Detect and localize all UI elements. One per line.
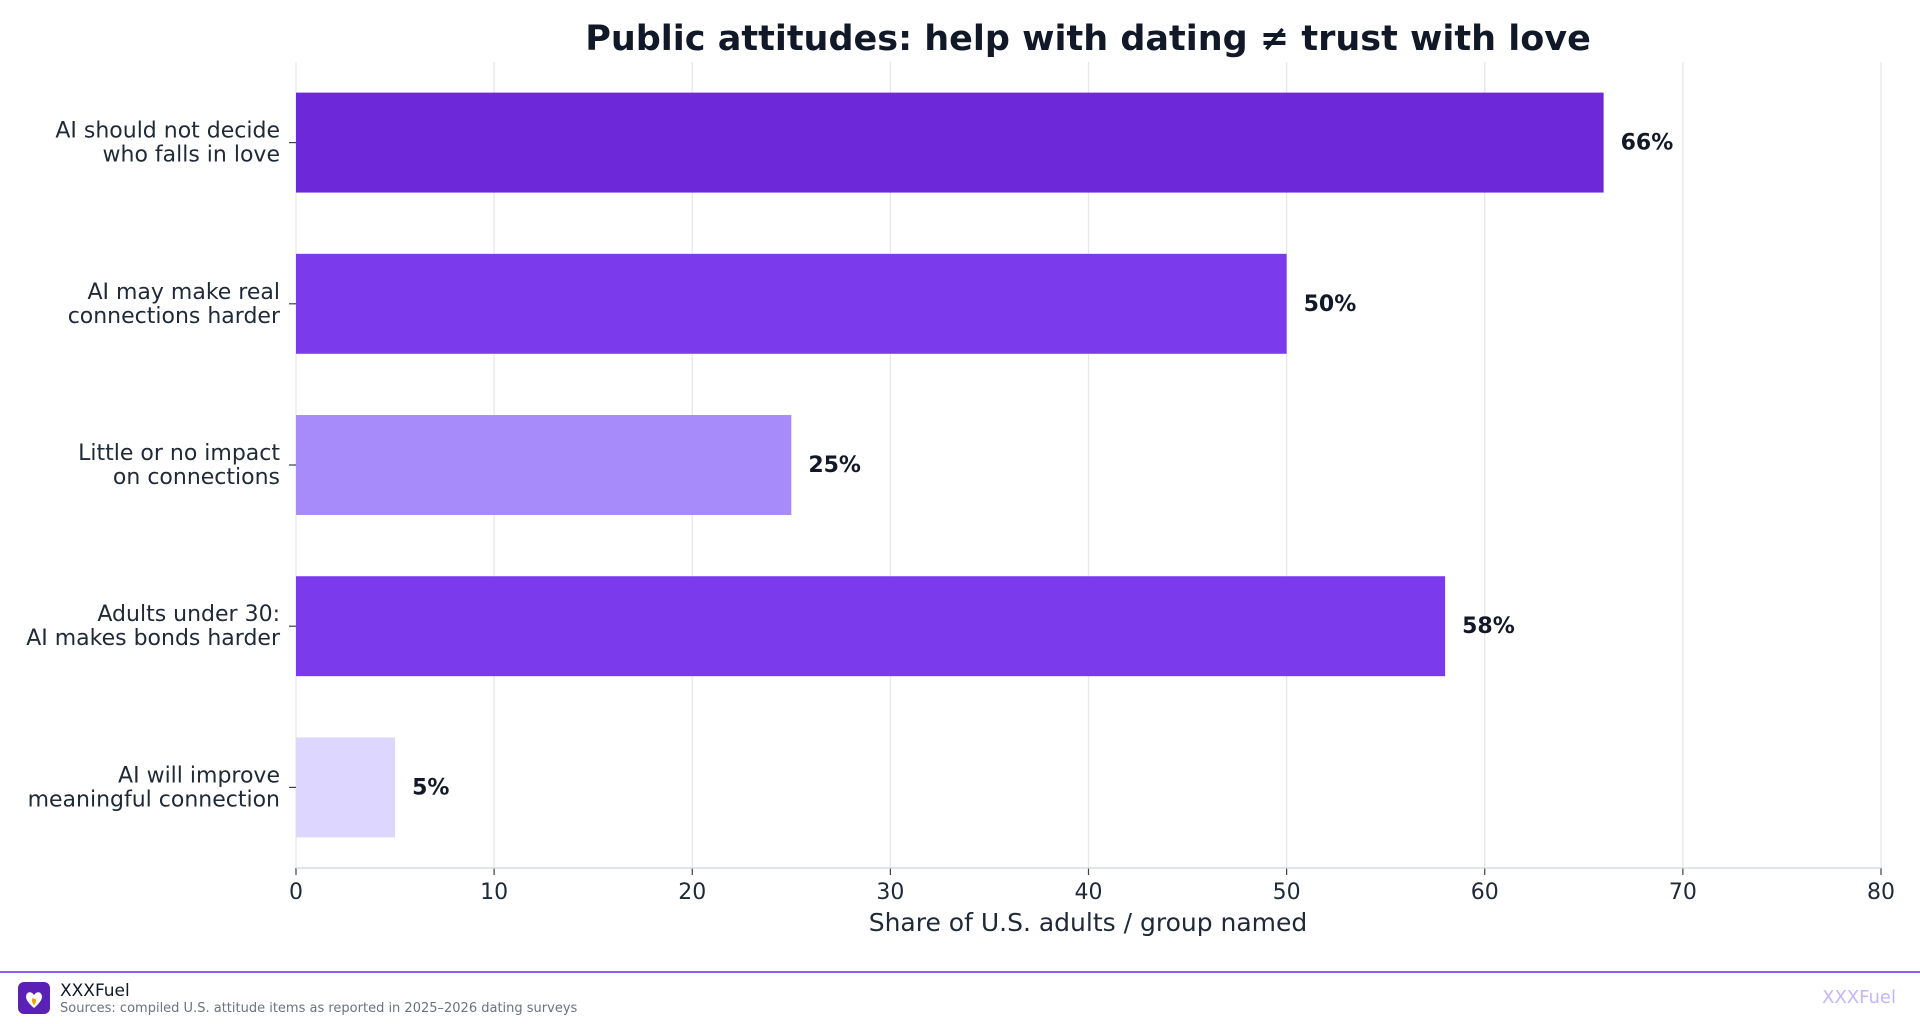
- bar: [296, 415, 792, 515]
- x-tick-label: 30: [876, 880, 904, 905]
- grid-lines: [295, 62, 1882, 868]
- x-axis-label: Share of U.S. adults / group named: [869, 908, 1308, 937]
- bar: [296, 253, 1287, 354]
- data-label: 5%: [412, 775, 449, 800]
- category-label: AI will improve: [118, 763, 280, 788]
- data-label: 58%: [1462, 614, 1515, 639]
- bars: [296, 92, 1604, 838]
- footer: XXXFuel Sources: compiled U.S. attitude …: [0, 971, 1920, 1024]
- x-tick-label: 20: [678, 880, 706, 905]
- bar-chart: Public attitudes: help with dating ≠ tru…: [26, 19, 1895, 937]
- data-labels: 66% 50% 25% 58% 5%: [412, 131, 1673, 801]
- x-axis-ticks: 0 10 20 30 40 50 60 70 80: [289, 868, 1895, 905]
- category-label: on connections: [113, 465, 280, 490]
- x-tick-label: 0: [289, 880, 303, 905]
- x-tick-label: 10: [480, 880, 508, 905]
- bar: [296, 92, 1604, 193]
- data-label: 66%: [1621, 131, 1674, 156]
- heart-flame-logo-icon: [18, 982, 50, 1014]
- source-note: Sources: compiled U.S. attitude items as…: [60, 1001, 578, 1016]
- x-tick-label: 70: [1669, 880, 1697, 905]
- category-label: AI should not decide: [55, 119, 280, 144]
- data-label: 50%: [1304, 292, 1357, 317]
- chart-title: Public attitudes: help with dating ≠ tru…: [585, 19, 1591, 59]
- category-label: connections harder: [68, 304, 281, 329]
- watermark: XXXFuel: [1822, 987, 1896, 1008]
- x-tick-label: 50: [1273, 880, 1301, 905]
- category-label: Little or no impact: [78, 441, 280, 466]
- category-label: meaningful connection: [28, 787, 280, 812]
- category-label: AI makes bonds harder: [26, 626, 281, 651]
- category-label: who falls in love: [103, 143, 280, 168]
- x-tick-label: 80: [1867, 880, 1895, 905]
- category-label: AI may make real: [87, 280, 280, 305]
- bar: [296, 576, 1446, 677]
- bar: [296, 737, 396, 838]
- data-label: 25%: [808, 453, 861, 478]
- x-tick-label: 40: [1075, 880, 1103, 905]
- brand-name: XXXFuel: [60, 981, 130, 1001]
- x-tick-label: 60: [1471, 880, 1499, 905]
- category-label: Adults under 30:: [97, 602, 280, 627]
